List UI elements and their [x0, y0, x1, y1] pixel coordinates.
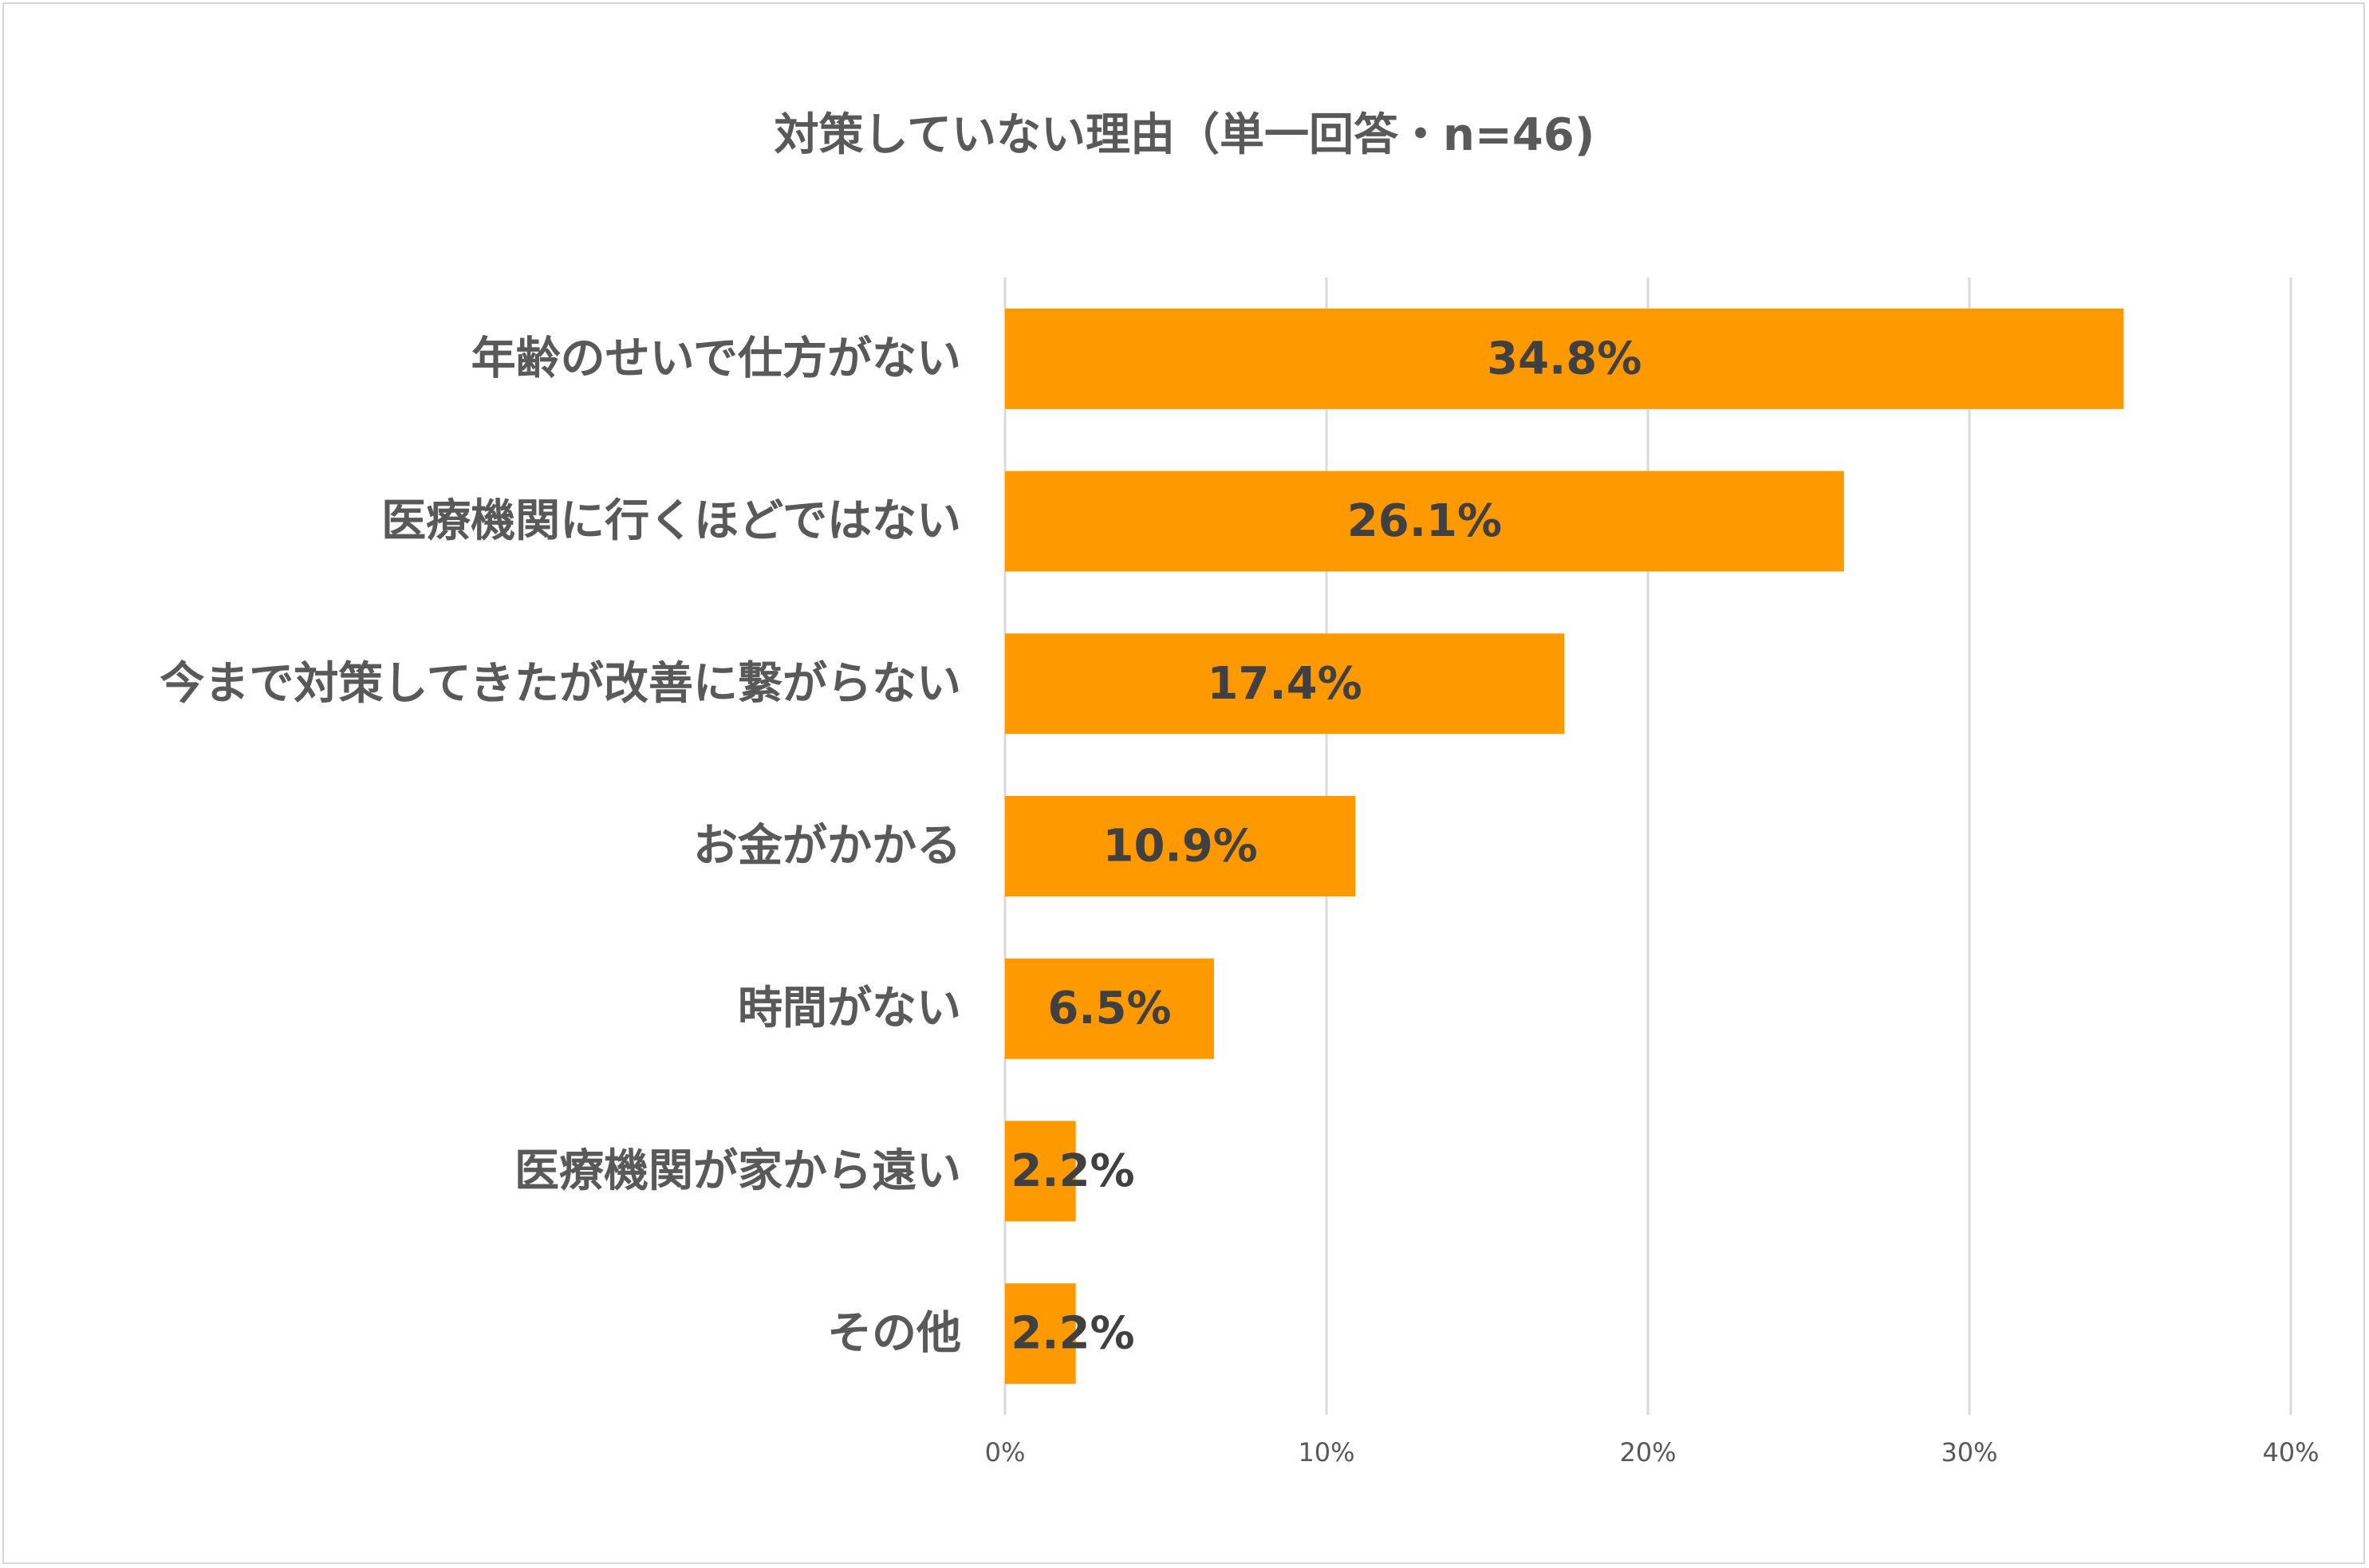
category-labels: 年齢のせいで仕方がない医療機関に行くほどではない今まで対策してきたが改善に繋がら… [160, 333, 961, 1359]
bar [1005, 796, 1356, 896]
bar [1005, 471, 1844, 572]
x-tick-label: 20% [1619, 1437, 1676, 1468]
bars [1005, 308, 2124, 1385]
bar [1005, 633, 1565, 735]
data-label: 34.8% [1487, 333, 1642, 384]
data-label: 2.2% [1011, 1308, 1134, 1360]
bar [1005, 308, 2124, 409]
data-label: 26.1% [1347, 495, 1502, 547]
bar [1005, 1121, 1076, 1222]
category-label: その他 [827, 1308, 961, 1360]
data-label: 2.2% [1011, 1145, 1134, 1197]
chart-title: 対策していない理由（単一回答・n=46) [775, 109, 1595, 161]
data-label: 6.5% [1047, 983, 1171, 1034]
x-axis-tick-labels: 0% 10% 20% 30% 40% [985, 1437, 2320, 1468]
category-label: 今まで対策してきたが改善に繋がらない [160, 658, 961, 710]
bar [1005, 958, 1214, 1059]
x-tick-label: 30% [1941, 1437, 1997, 1468]
bar [1005, 1283, 1076, 1385]
x-tick-label: 0% [985, 1437, 1026, 1468]
x-tick-label: 40% [2262, 1437, 2319, 1468]
category-label: 時間がない [738, 983, 961, 1034]
data-label: 10.9% [1102, 821, 1257, 873]
category-label: 医療機関が家から遠い [514, 1145, 961, 1197]
category-label: 医療機関に行くほどではない [381, 495, 961, 547]
data-label: 17.4% [1207, 658, 1362, 710]
category-label: 年齢のせいで仕方がない [471, 333, 961, 384]
category-label: お金がかかる [693, 821, 961, 873]
data-labels: 34.8% 26.1% 17.4% 10.9% 6.5% 2.2% 2.2% [1011, 333, 1642, 1359]
x-tick-label: 10% [1298, 1437, 1354, 1468]
